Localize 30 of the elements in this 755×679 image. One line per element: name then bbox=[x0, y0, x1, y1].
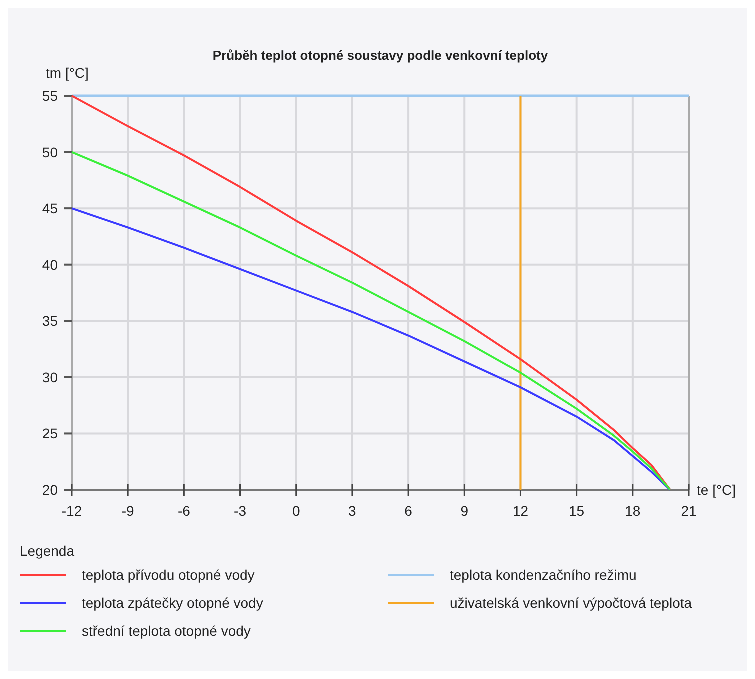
y-tick-label: 35 bbox=[42, 313, 58, 330]
x-tick-label: 21 bbox=[681, 503, 697, 519]
y-tick-label: 45 bbox=[42, 200, 58, 217]
x-tick-label: 18 bbox=[625, 503, 641, 519]
x-tick-label: -12 bbox=[62, 503, 82, 519]
y-tick-label: 50 bbox=[42, 144, 58, 160]
legend-label: teplota přívodu otopné vody bbox=[82, 567, 255, 583]
x-tick-label: 15 bbox=[569, 503, 585, 519]
line-series bbox=[71, 208, 672, 491]
chart-title: Průběh teplot otopné soustavy podle venkovní teploty bbox=[212, 48, 549, 63]
x-tick-label: 9 bbox=[460, 503, 469, 519]
x-tick-label: -6 bbox=[178, 503, 191, 519]
x-tick-label: 0 bbox=[292, 503, 300, 519]
y-axis-title: tm [°C] bbox=[46, 65, 89, 81]
y-tick-label: 20 bbox=[42, 482, 58, 498]
legend-label: střední teplota otopné vody bbox=[82, 623, 251, 639]
x-axis-title: te [°C] bbox=[697, 482, 736, 498]
x-tick-label: 12 bbox=[512, 503, 529, 519]
x-tick-label: 6 bbox=[404, 503, 413, 519]
x-tick-label: -9 bbox=[122, 503, 135, 519]
legend-label: teplota zpátečky otopné vody bbox=[82, 595, 264, 611]
legend-label: uživatelská venkovní výpočtová teplota bbox=[450, 595, 692, 611]
legend-title: Legenda bbox=[20, 543, 75, 559]
y-tick-label: 40 bbox=[42, 256, 58, 273]
legend-label: teplota kondenzačního režimu bbox=[450, 567, 637, 583]
y-tick-label: 25 bbox=[42, 426, 58, 442]
x-tick-label: -3 bbox=[234, 503, 247, 519]
y-tick-label: 30 bbox=[42, 369, 58, 386]
y-tick-label: 55 bbox=[42, 88, 58, 104]
x-tick-label: 3 bbox=[348, 503, 357, 519]
